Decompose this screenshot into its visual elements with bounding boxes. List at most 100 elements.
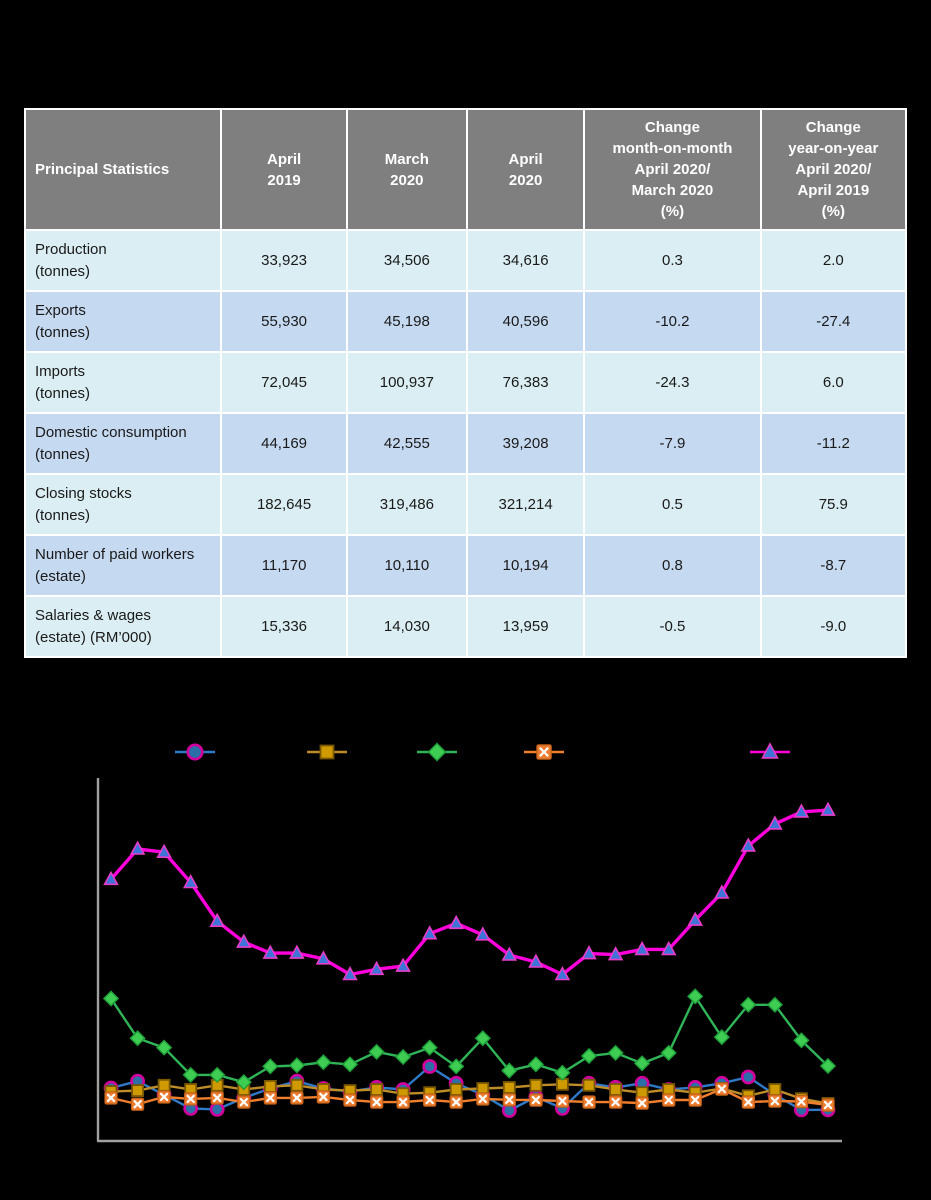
marker-diamond <box>448 1058 465 1075</box>
value-cell: -27.4 <box>761 292 905 351</box>
marker-triangle <box>820 801 836 816</box>
marker-triangle <box>315 950 332 965</box>
principal-statistics-table: Principal Statistics April 2019 March 2020 Ap… <box>24 108 907 658</box>
marker-diamond <box>633 1055 651 1072</box>
header-cell-4: Change month-on-month April 2020/March 202… <box>585 110 760 229</box>
table-row-0: Production (tonnes) 33,923 34,506 34,616 0.3 2… <box>26 231 905 290</box>
marker-triangle <box>634 940 650 956</box>
marker-x <box>104 1091 118 1105</box>
header-cell-3: April 2020 <box>467 110 584 229</box>
value-cell: 100,937 <box>347 353 466 412</box>
marker-square <box>582 1078 596 1092</box>
legend-item-production <box>175 743 215 761</box>
legend-item-exports <box>307 744 347 760</box>
marker-triangle <box>714 884 730 899</box>
marker-triangle <box>262 944 279 959</box>
marker-diamond <box>155 1039 173 1056</box>
legend-item-closing-stocks <box>750 742 790 759</box>
value-cell: 15,336 <box>222 597 346 656</box>
marker-diamond <box>660 1044 677 1061</box>
value-cell: -24.3 <box>585 353 760 412</box>
marker-square <box>609 1083 622 1096</box>
marker-square <box>370 1083 384 1096</box>
value-cell: 75.9 <box>761 475 905 534</box>
value-cell: -11.2 <box>761 414 905 473</box>
value-cell: 0.5 <box>585 475 760 534</box>
marker-square <box>502 1081 516 1094</box>
header-cell-2: March 2020 <box>347 110 466 229</box>
stat-label: Imports (tonnes) <box>26 353 221 412</box>
value-cell: 39,208 <box>467 414 584 473</box>
header-cell-0: Principal Statistics <box>26 110 221 229</box>
marker-circle <box>209 1102 225 1117</box>
marker-circle <box>422 1059 438 1074</box>
marker-triangle <box>767 815 783 830</box>
marker-x <box>529 1093 543 1107</box>
marker-x <box>449 1095 463 1109</box>
table-row-6: Salaries & wages (estate) (RM’000) 15,336 1… <box>26 597 905 656</box>
marker-triangle <box>368 960 385 976</box>
marker-triangle <box>342 966 358 981</box>
value-cell: 182,645 <box>222 475 346 534</box>
value-cell: 319,486 <box>347 475 466 534</box>
marker-diamond <box>394 1048 412 1066</box>
value-cell: 6.0 <box>761 353 905 412</box>
marker-diamond <box>315 1054 332 1071</box>
marker-triangle <box>687 911 703 926</box>
marker-square <box>131 1084 145 1097</box>
marker-diamond <box>740 996 757 1013</box>
marker-diamond <box>580 1047 598 1065</box>
marker-x <box>157 1090 171 1104</box>
value-cell: 10,194 <box>467 536 584 595</box>
value-cell: 0.8 <box>585 536 760 595</box>
marker-diamond <box>288 1057 306 1074</box>
marker-square <box>768 1083 782 1096</box>
marker-triangle <box>156 843 172 859</box>
legend-item-imports <box>417 742 457 762</box>
value-cell: 33,923 <box>222 231 346 290</box>
value-cell: 321,214 <box>467 475 584 534</box>
marker-diamond <box>235 1073 252 1091</box>
marker-triangle <box>554 966 571 981</box>
marker-diamond <box>793 1032 810 1049</box>
marker-diamond <box>368 1043 385 1060</box>
marker-diamond <box>713 1028 730 1046</box>
table-row-2: Imports (tonnes) 72,045 100,937 76,383 -24.3 6… <box>26 353 905 412</box>
value-cell: 0.3 <box>585 231 760 290</box>
marker-x <box>290 1091 304 1105</box>
value-cell: -0.5 <box>585 597 760 656</box>
table-row-1: Exports (tonnes) 55,930 45,198 40,596 -10.2 -2… <box>26 292 905 351</box>
marker-x <box>316 1090 330 1104</box>
marker-x <box>555 1094 570 1108</box>
marker-x <box>821 1098 835 1112</box>
marker-triangle <box>289 944 305 959</box>
table-row-4: Closing stocks (tonnes) 182,645 319,486 321,… <box>26 475 905 534</box>
series-line-closing-stocks <box>109 808 829 977</box>
stats-table: Principal Statistics April 2019 March 2020 Ap… <box>24 108 907 658</box>
table-row-3: Domestic consumption (tonnes) 44,169 42,555… <box>26 414 905 473</box>
value-cell: 14,030 <box>347 597 466 656</box>
marker-triangle <box>209 912 225 928</box>
marker-diamond <box>687 988 704 1005</box>
stat-label: Salaries & wages (estate) (RM’000) <box>26 597 221 656</box>
marker-circle <box>186 743 204 761</box>
value-cell: 42,555 <box>347 414 466 473</box>
value-cell: 76,383 <box>467 353 584 412</box>
marker-x <box>688 1093 702 1107</box>
marker-diamond <box>129 1030 146 1047</box>
marker-triangle <box>528 953 544 968</box>
value-cell: 45,198 <box>347 292 466 351</box>
marker-x <box>423 1093 437 1107</box>
marker-x <box>370 1095 384 1109</box>
marker-x <box>741 1095 755 1109</box>
marker-x <box>210 1091 224 1105</box>
marker-triangle <box>103 870 119 886</box>
value-cell: 10,110 <box>347 536 466 595</box>
series-line-domestic-consumption <box>110 1087 829 1107</box>
marker-diamond <box>819 1057 837 1075</box>
marker-x <box>582 1095 596 1109</box>
marker-triangle <box>421 925 438 940</box>
stat-label: Production (tonnes) <box>26 231 221 290</box>
marker-diamond <box>427 742 447 762</box>
value-cell: 72,045 <box>222 353 346 412</box>
